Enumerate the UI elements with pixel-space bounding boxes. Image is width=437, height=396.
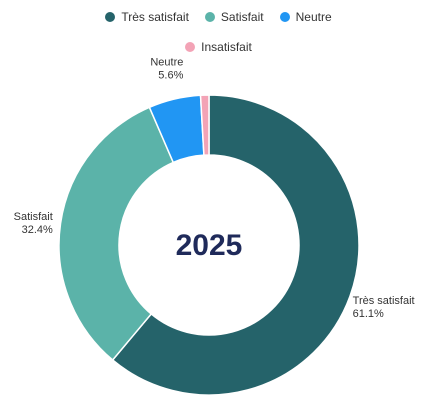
slice-label-tres-satisfait: Très satisfait [353,295,415,307]
slice-value-satisfait: 32.4% [22,224,53,236]
slice-label-neutre: Neutre [150,57,183,69]
slice-satisfait[interactable] [58,106,175,362]
slice-value-tres-satisfait: 61.1% [353,308,384,320]
legend-item-tres-satisfait[interactable]: Très satisfait [105,10,189,24]
legend-swatch-satisfait [204,12,215,22]
slice-label-satisfait: Satisfait [14,211,53,223]
legend-swatch-insatisfait [185,42,196,52]
slice-value-neutre: 5.6% [158,70,183,82]
chart-legend-row-2: Insatisfait [0,40,437,54]
legend-item-neutre[interactable]: Neutre [279,10,332,24]
center-year-label: 2025 [176,229,243,262]
slice-tres-satisfait[interactable] [111,94,360,396]
legend-label-neutre: Neutre [295,10,332,24]
legend-label-tres-satisfait: Très satisfait [121,10,189,24]
legend-label-satisfait: Satisfait [220,10,264,24]
chart-legend: Très satisfait Satisfait Neutre [0,10,437,24]
legend-swatch-neutre [279,12,290,22]
legend-item-satisfait[interactable]: Satisfait [204,10,264,24]
slice-insatisfait[interactable] [199,94,210,156]
legend-item-insatisfait[interactable]: Insatisfait [185,40,252,54]
legend-swatch-tres-satisfait [105,12,116,22]
legend-label-insatisfait: Insatisfait [201,40,252,54]
